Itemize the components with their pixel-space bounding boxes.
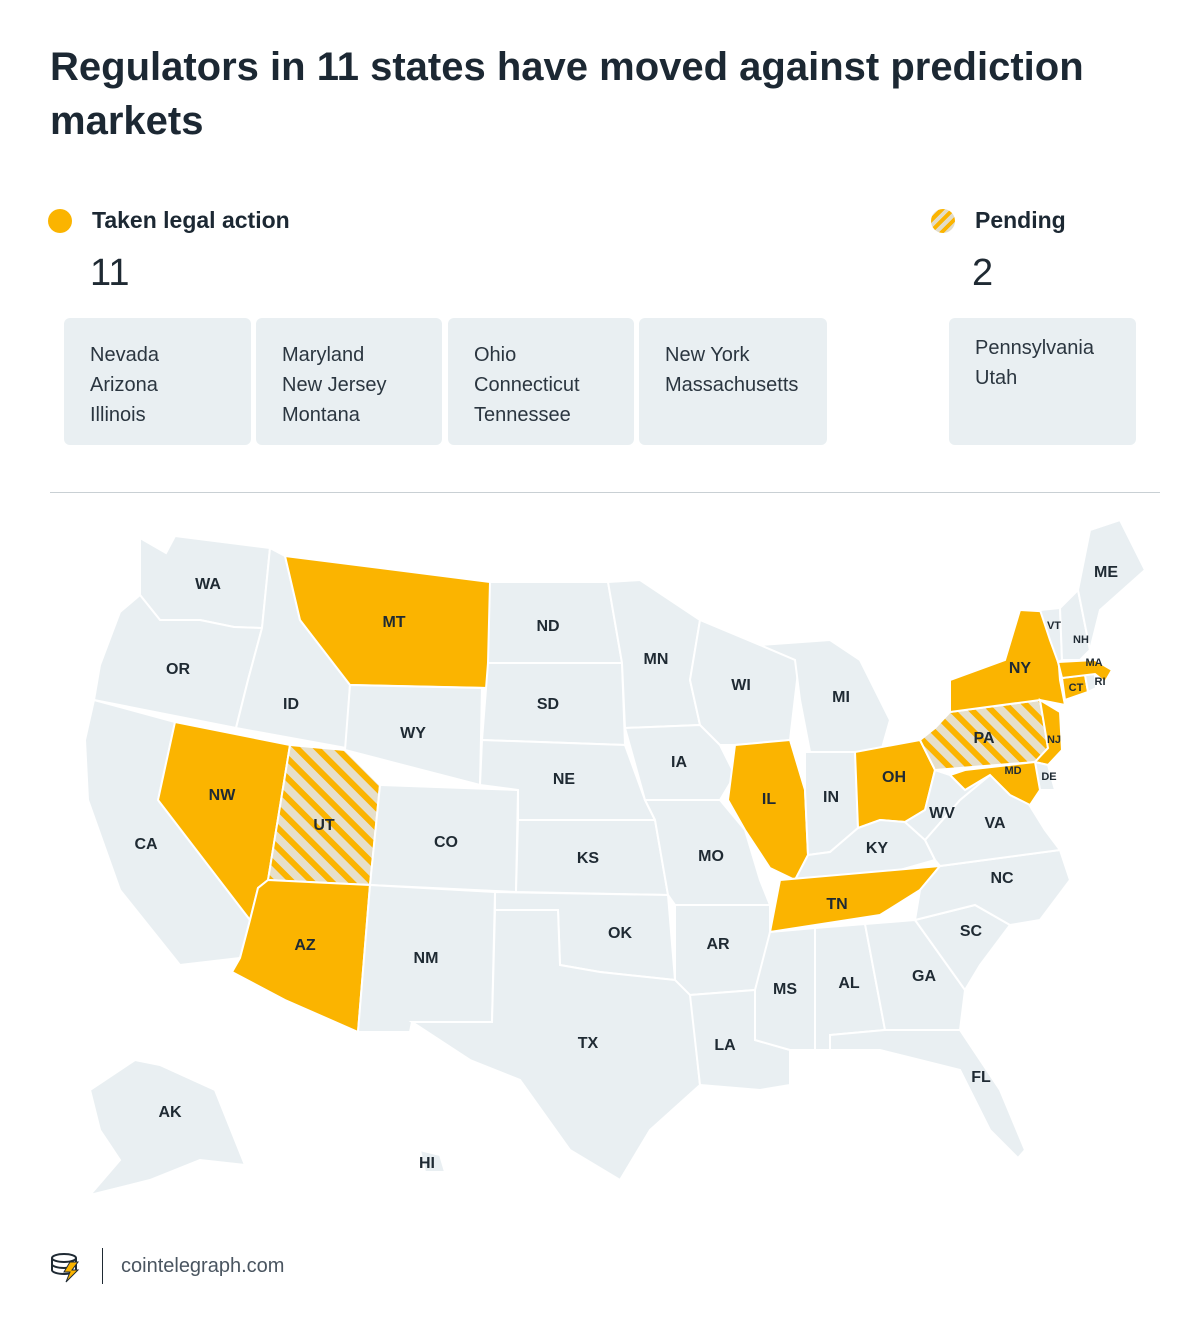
- label-PA: PA: [973, 730, 994, 747]
- label-ND: ND: [536, 618, 559, 635]
- label-HI: HI: [419, 1155, 435, 1172]
- state-ME: [1076, 518, 1147, 651]
- label-SC: SC: [960, 923, 983, 940]
- legend-pending-label: Pending: [975, 207, 1066, 233]
- state-HI: [418, 1148, 447, 1173]
- pending-card: Pennsylvania Utah: [949, 318, 1136, 445]
- state-name: Ohio: [474, 344, 517, 366]
- label-IA: IA: [671, 754, 687, 771]
- label-MO: MO: [698, 848, 724, 865]
- legend-action-swatch: [48, 208, 72, 233]
- label-LA: LA: [714, 1037, 736, 1054]
- label-NC: NC: [990, 870, 1014, 887]
- label-NY: NY: [1009, 660, 1032, 677]
- footer-site-link[interactable]: cointelegraph.com: [121, 1254, 285, 1277]
- state-NH: [1058, 587, 1092, 661]
- state-VT: [1038, 606, 1064, 664]
- action-count: 11: [90, 252, 130, 294]
- label-WY: WY: [400, 725, 426, 742]
- state-labels: WA OR CA ID NW UT AZ MT WY CO NM ND SD N…: [134, 564, 1118, 1172]
- label-NH: NH: [1073, 634, 1089, 646]
- legend-action: Taken legal action: [48, 207, 290, 234]
- label-OH: OH: [882, 769, 906, 786]
- action-card-4: New York Massachusetts: [639, 318, 827, 445]
- us-map: WA OR CA ID NW UT AZ MT WY CO NM ND SD N…: [83, 518, 1147, 1197]
- label-NV: NW: [209, 787, 237, 804]
- label-RI: RI: [1095, 676, 1106, 688]
- label-KY: KY: [866, 840, 889, 857]
- state-name: New Jersey: [282, 374, 387, 396]
- label-NM: NM: [414, 950, 439, 967]
- label-VA: VA: [984, 815, 1005, 832]
- legend-action-label: Taken legal action: [92, 207, 290, 233]
- label-CT: CT: [1069, 682, 1084, 694]
- label-AZ: AZ: [294, 937, 316, 954]
- state-GA: [863, 918, 967, 1031]
- state-name: Illinois: [90, 404, 146, 426]
- state-name: Utah: [975, 367, 1018, 389]
- state-name: Arizona: [90, 374, 158, 396]
- page-title: Regulators in 11 states have moved again…: [50, 45, 1084, 143]
- label-NJ: NJ: [1047, 734, 1061, 746]
- footer: cointelegraph.com: [48, 1248, 284, 1284]
- divider: [50, 492, 1160, 493]
- label-NE: NE: [553, 771, 576, 788]
- label-ID: ID: [283, 696, 299, 713]
- label-OR: OR: [166, 661, 190, 678]
- state-MD: [948, 760, 1042, 807]
- label-TX: TX: [578, 1035, 599, 1052]
- footer-separator: [102, 1248, 103, 1284]
- state-name: Tennessee: [474, 404, 571, 426]
- state-TN: [768, 864, 943, 934]
- label-AK: AK: [158, 1104, 182, 1121]
- state-name: Massachusetts: [665, 374, 799, 396]
- cointelegraph-logo-icon: [51, 1253, 80, 1283]
- states: [83, 518, 1147, 1197]
- label-AL: AL: [838, 975, 860, 992]
- label-VT: VT: [1047, 620, 1061, 632]
- state-FL: [829, 1029, 1027, 1160]
- label-CO: CO: [434, 834, 458, 851]
- action-card-1: Nevada Arizona Illinois: [64, 318, 251, 445]
- pending-count: 2: [972, 252, 994, 294]
- label-CA: CA: [134, 836, 158, 853]
- label-WV: WV: [929, 805, 955, 822]
- legend-pending-swatch: [931, 208, 955, 233]
- state-name: Connecticut: [474, 374, 580, 396]
- label-UT: UT: [313, 817, 335, 834]
- label-MA: MA: [1085, 657, 1102, 669]
- state-MA: [1056, 658, 1114, 684]
- label-IN: IN: [823, 789, 839, 806]
- state-name: Maryland: [282, 344, 365, 366]
- label-WI: WI: [731, 677, 751, 694]
- label-MS: MS: [773, 981, 797, 998]
- state-name: Nevada: [90, 344, 159, 366]
- label-MI: MI: [832, 689, 850, 706]
- label-FL: FL: [971, 1069, 991, 1086]
- label-MD: MD: [1004, 765, 1021, 777]
- label-DE: DE: [1041, 771, 1056, 783]
- state-name: Montana: [282, 404, 360, 426]
- action-card-2: Maryland New Jersey Montana: [256, 318, 442, 445]
- state-NC: [913, 848, 1072, 927]
- action-card-3: Ohio Connecticut Tennessee: [448, 318, 634, 445]
- state-name: New York: [665, 344, 750, 366]
- label-MT: MT: [382, 614, 405, 631]
- label-OK: OK: [608, 925, 632, 942]
- label-GA: GA: [912, 968, 936, 985]
- label-WA: WA: [195, 576, 221, 593]
- state-TX: [408, 909, 702, 1182]
- label-ME: ME: [1094, 564, 1118, 581]
- label-KS: KS: [577, 850, 600, 867]
- legend-pending: Pending: [931, 207, 1066, 234]
- label-SD: SD: [537, 696, 559, 713]
- label-AR: AR: [706, 936, 730, 953]
- label-IL: IL: [762, 791, 776, 808]
- state-AK: [87, 1058, 247, 1197]
- state-name: Pennsylvania: [975, 337, 1094, 359]
- label-MN: MN: [644, 651, 669, 668]
- label-TN: TN: [826, 896, 847, 913]
